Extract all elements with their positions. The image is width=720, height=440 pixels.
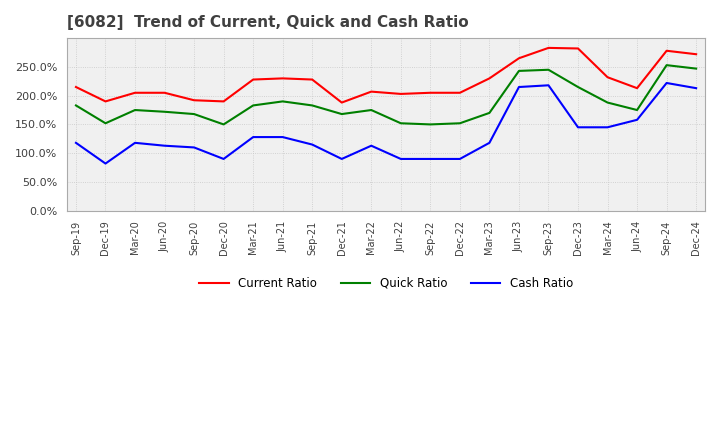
Cash Ratio <box>692 85 701 91</box>
Cash Ratio <box>456 156 464 161</box>
Cash Ratio <box>249 135 258 140</box>
Current Ratio <box>338 100 346 105</box>
Current Ratio <box>692 51 701 57</box>
Quick Ratio <box>161 109 169 114</box>
Quick Ratio <box>71 103 80 108</box>
Quick Ratio <box>190 111 199 117</box>
Quick Ratio <box>279 99 287 104</box>
Cash Ratio <box>426 156 435 161</box>
Cash Ratio <box>662 81 671 86</box>
Current Ratio <box>515 55 523 61</box>
Quick Ratio <box>397 121 405 126</box>
Legend: Current Ratio, Quick Ratio, Cash Ratio: Current Ratio, Quick Ratio, Cash Ratio <box>194 272 577 295</box>
Line: Cash Ratio: Cash Ratio <box>76 83 696 164</box>
Current Ratio <box>456 90 464 95</box>
Quick Ratio <box>515 68 523 73</box>
Quick Ratio <box>131 107 140 113</box>
Current Ratio <box>485 76 494 81</box>
Current Ratio <box>308 77 317 82</box>
Quick Ratio <box>367 107 376 113</box>
Cash Ratio <box>603 125 612 130</box>
Line: Quick Ratio: Quick Ratio <box>76 65 696 125</box>
Current Ratio <box>662 48 671 53</box>
Current Ratio <box>397 91 405 96</box>
Cash Ratio <box>131 140 140 146</box>
Line: Current Ratio: Current Ratio <box>76 48 696 103</box>
Current Ratio <box>71 84 80 90</box>
Cash Ratio <box>308 142 317 147</box>
Quick Ratio <box>308 103 317 108</box>
Quick Ratio <box>603 100 612 105</box>
Quick Ratio <box>456 121 464 126</box>
Quick Ratio <box>633 107 642 113</box>
Quick Ratio <box>338 111 346 117</box>
Current Ratio <box>603 75 612 80</box>
Current Ratio <box>190 98 199 103</box>
Cash Ratio <box>397 156 405 161</box>
Current Ratio <box>220 99 228 104</box>
Cash Ratio <box>161 143 169 148</box>
Current Ratio <box>131 90 140 95</box>
Text: [6082]  Trend of Current, Quick and Cash Ratio: [6082] Trend of Current, Quick and Cash … <box>67 15 469 30</box>
Quick Ratio <box>249 103 258 108</box>
Quick Ratio <box>692 66 701 71</box>
Cash Ratio <box>71 140 80 146</box>
Current Ratio <box>279 76 287 81</box>
Current Ratio <box>544 45 553 51</box>
Cash Ratio <box>574 125 582 130</box>
Cash Ratio <box>279 135 287 140</box>
Cash Ratio <box>190 145 199 150</box>
Current Ratio <box>161 90 169 95</box>
Quick Ratio <box>544 67 553 73</box>
Cash Ratio <box>544 83 553 88</box>
Cash Ratio <box>367 143 376 148</box>
Quick Ratio <box>102 121 110 126</box>
Current Ratio <box>367 89 376 94</box>
Current Ratio <box>426 90 435 95</box>
Cash Ratio <box>338 156 346 161</box>
Cash Ratio <box>220 156 228 161</box>
Quick Ratio <box>426 122 435 127</box>
Current Ratio <box>102 99 110 104</box>
Current Ratio <box>249 77 258 82</box>
Current Ratio <box>574 46 582 51</box>
Quick Ratio <box>485 110 494 116</box>
Current Ratio <box>633 85 642 91</box>
Cash Ratio <box>633 117 642 122</box>
Cash Ratio <box>515 84 523 90</box>
Quick Ratio <box>662 62 671 68</box>
Quick Ratio <box>574 84 582 90</box>
Cash Ratio <box>485 140 494 146</box>
Cash Ratio <box>102 161 110 166</box>
Quick Ratio <box>220 122 228 127</box>
